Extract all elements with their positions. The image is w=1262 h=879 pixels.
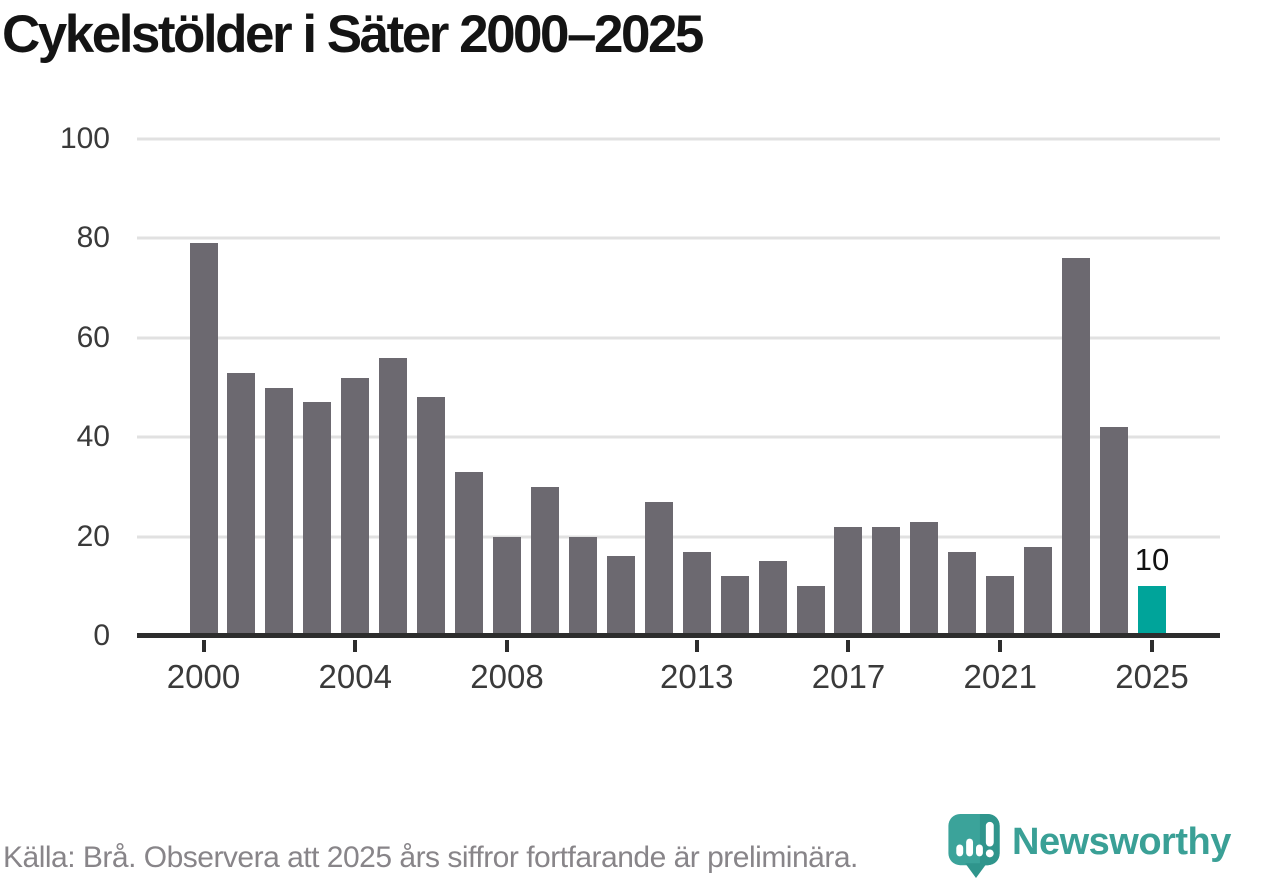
x-tick-label-2004: 2004 <box>318 658 392 695</box>
bar-value-label-2025: 10 <box>1134 542 1170 578</box>
y-tick-label-60: 60 <box>76 320 110 354</box>
bar-2007 <box>455 472 484 636</box>
plot-area: 2000 2004 2008 2013 2017 2021 2025 10 <box>137 137 1220 693</box>
bar-2003 <box>303 402 332 636</box>
bar-2006 <box>417 397 446 636</box>
x-tick-label-2025: 2025 <box>1115 658 1189 695</box>
bar-2011 <box>606 556 635 636</box>
bar-2005 <box>379 357 408 636</box>
x-tick-mark-2021 <box>998 640 1003 652</box>
x-tick-label-2008: 2008 <box>470 658 544 695</box>
bar-2012 <box>644 501 673 636</box>
x-tick-mark-2025 <box>1150 640 1154 652</box>
bar-2014 <box>720 576 749 636</box>
gridline-60 <box>137 336 1220 340</box>
bar-2024 <box>1100 427 1129 636</box>
bar-2021 <box>986 576 1015 636</box>
newsworthy-wordmark[interactable]: Newsworthy <box>1012 820 1231 863</box>
gridline-100 <box>137 137 1220 141</box>
gridline-20 <box>137 535 1220 539</box>
x-tick-mark-2000 <box>201 640 206 652</box>
x-tick-mark-2013 <box>694 640 699 652</box>
x-tick-mark-2008 <box>505 640 510 652</box>
bar-2025 <box>1138 586 1166 636</box>
bar-2001 <box>227 372 256 636</box>
x-tick-label-2013: 2013 <box>660 658 734 695</box>
newsworthy-logo[interactable]: Newsworthy <box>946 812 1231 879</box>
source-note: Källa: Brå. Observera att 2025 års siffr… <box>3 841 858 874</box>
bar-2015 <box>758 561 787 636</box>
bar-2002 <box>265 387 294 636</box>
y-tick-label-100: 100 <box>59 122 110 155</box>
bar-2010 <box>568 536 597 636</box>
bar-2013 <box>682 551 711 636</box>
bar-2022 <box>1024 546 1053 636</box>
x-tick-label-2000: 2000 <box>166 658 241 695</box>
x-tick-mark-2004 <box>353 640 358 652</box>
gridline-40 <box>137 435 1220 439</box>
y-tick-label-80: 80 <box>76 221 110 255</box>
x-axis-line <box>137 633 1220 638</box>
newsworthy-pin-barchart-icon <box>948 813 1000 879</box>
y-axis-labels: 0 20 40 60 80 100 <box>0 124 110 651</box>
x-tick-mark-2017 <box>846 640 851 652</box>
bar-2020 <box>948 551 977 636</box>
bar-2019 <box>910 521 939 636</box>
y-tick-label-20: 20 <box>76 519 110 553</box>
bar-2000 <box>189 243 218 636</box>
bar-2017 <box>834 526 863 636</box>
bar-2004 <box>341 377 370 636</box>
chart-title: Cykelstölder i Säter 2000–2025 <box>2 5 704 64</box>
y-tick-label-40: 40 <box>76 420 110 454</box>
x-tick-label-2017: 2017 <box>811 658 886 695</box>
bar-2016 <box>796 586 825 636</box>
x-tick-label-2021: 2021 <box>963 658 1037 695</box>
bar-2008 <box>493 536 522 636</box>
bar-2018 <box>872 526 901 636</box>
bar-2009 <box>530 486 559 636</box>
bar-2023 <box>1062 258 1091 636</box>
y-tick-label-0: 0 <box>93 619 110 652</box>
gridline-80 <box>137 236 1220 240</box>
